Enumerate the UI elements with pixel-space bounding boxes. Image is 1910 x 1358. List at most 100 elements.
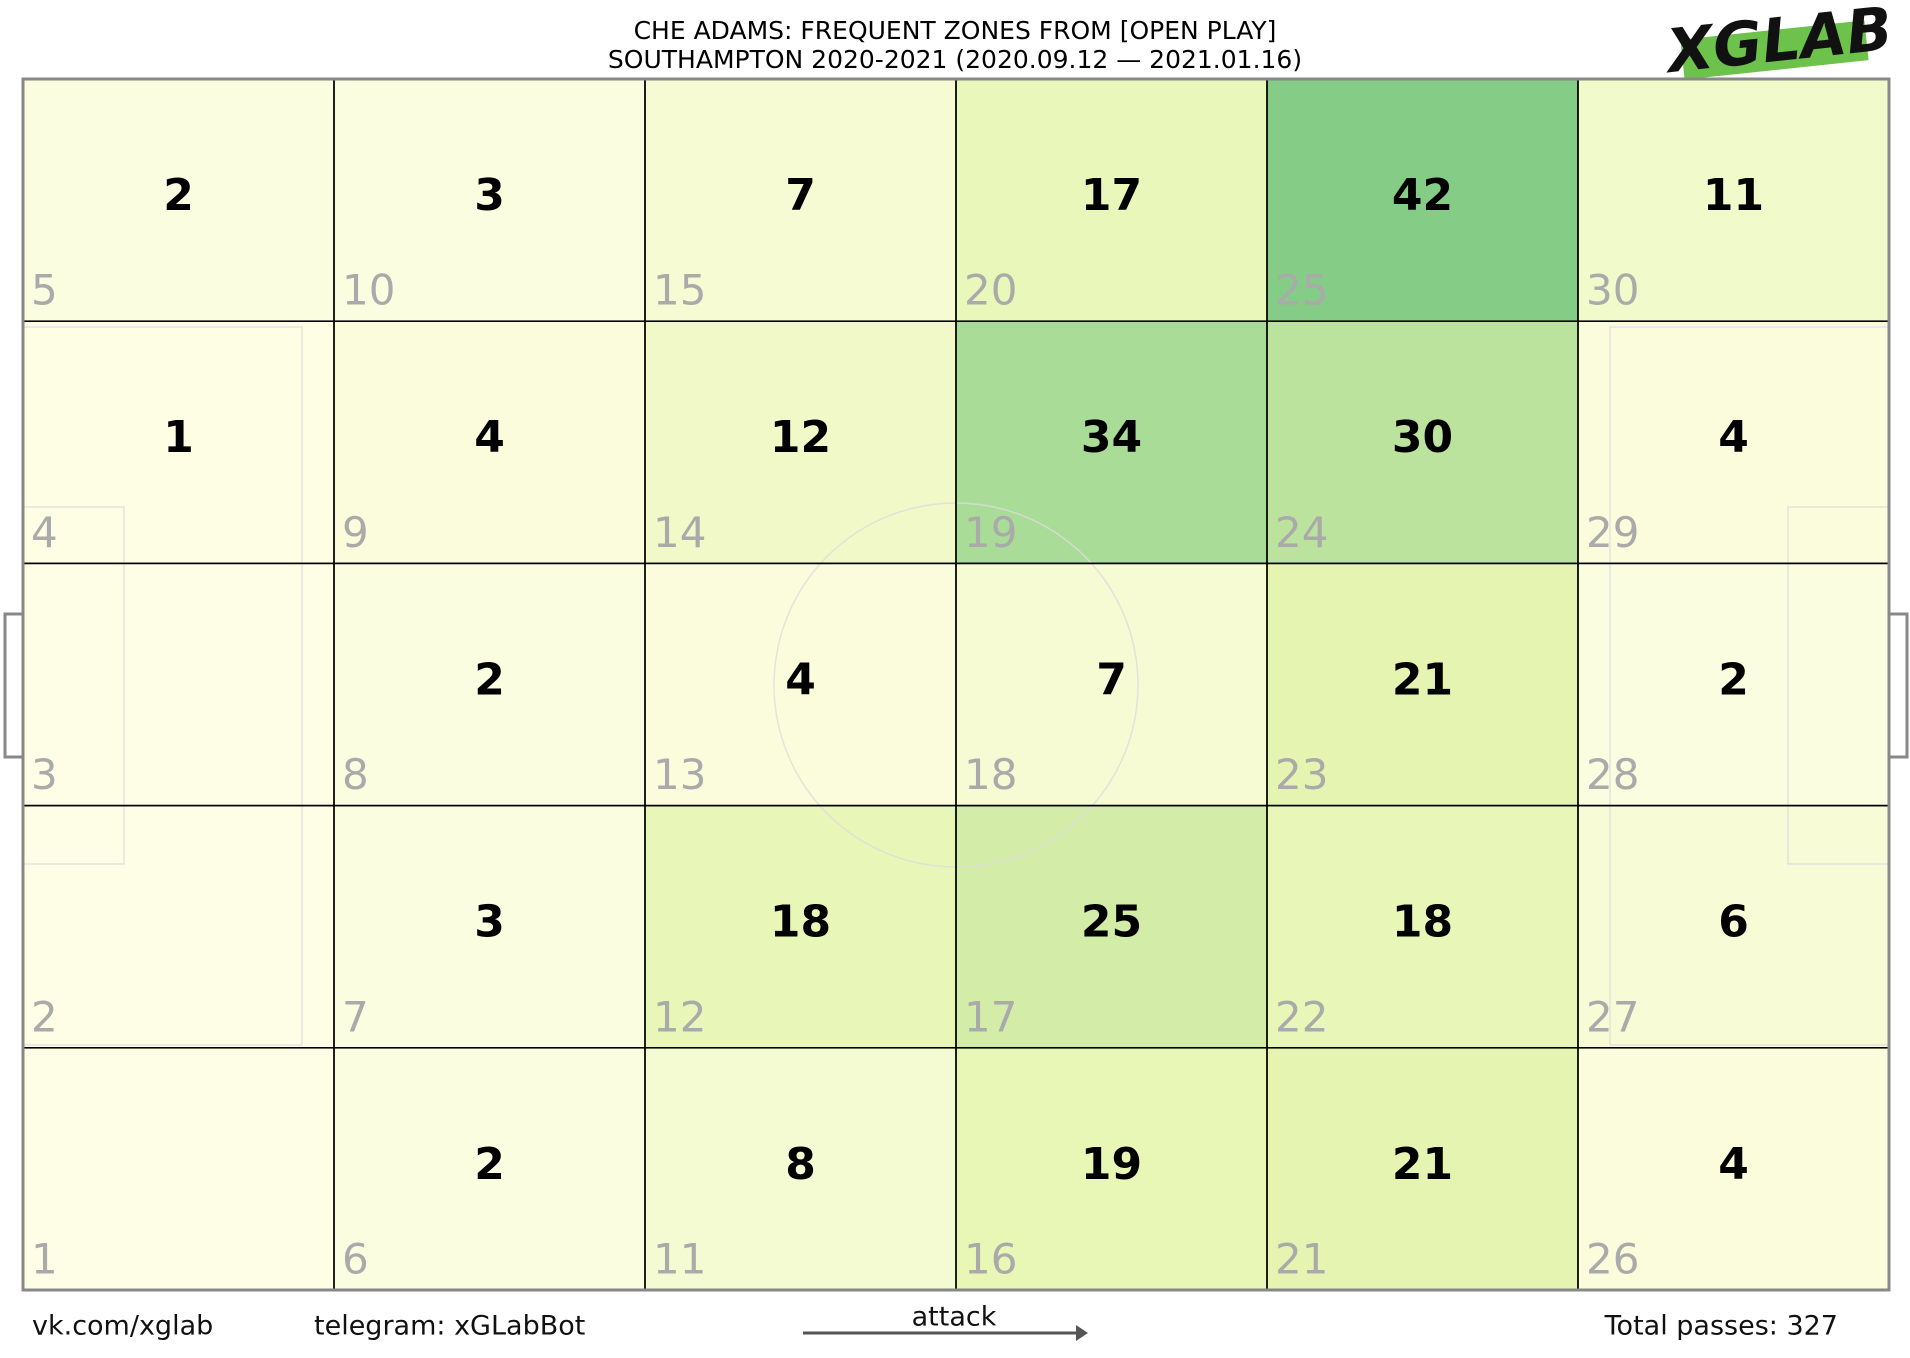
zone-id: 26 [1586, 1235, 1639, 1284]
zone-id: 5 [31, 266, 58, 315]
zone-count: 8 [785, 1139, 816, 1190]
zone-id: 19 [964, 508, 1017, 557]
zone-cell [645, 79, 956, 322]
attack-arrow-head [1076, 1325, 1088, 1341]
zone-cell [1578, 79, 1889, 322]
zone-id: 13 [653, 750, 706, 799]
zone-id: 30 [1586, 266, 1639, 315]
zone-count: 6 [1718, 897, 1749, 948]
zone-id: 25 [1275, 266, 1328, 315]
zone-cell [1267, 321, 1578, 564]
zone-cell [1267, 563, 1578, 806]
zone-cell [334, 79, 645, 322]
zone-cell [1267, 805, 1578, 1048]
goal-left [3, 612, 25, 759]
zone-id: 17 [964, 992, 1017, 1041]
zone-count: 4 [474, 412, 505, 463]
zone-count: 3 [474, 170, 505, 221]
zone-cell [334, 321, 645, 564]
zone-count: 18 [1392, 897, 1453, 948]
zone-cell [334, 563, 645, 806]
zone-cell [645, 563, 956, 806]
chart-subtitle: SOUTHAMPTON 2020-2021 (2020.09.12 — 2021… [608, 45, 1302, 74]
zone-id: 12 [653, 992, 706, 1041]
footer-right: Total passes: 327 [1604, 1311, 1838, 1342]
zone-cell [23, 563, 334, 806]
goal-right [1887, 612, 1909, 759]
zone-id: 29 [1586, 508, 1639, 557]
logo: XGLAB [1660, 0, 1896, 88]
zone-id: 23 [1275, 750, 1328, 799]
zone-count: 7 [785, 170, 816, 221]
zone-count: 2 [474, 654, 505, 705]
zone-id: 14 [653, 508, 706, 557]
zone-cell [645, 321, 956, 564]
zone-count: 12 [770, 412, 831, 463]
zone-cell [1578, 805, 1889, 1048]
zone-id: 9 [342, 508, 369, 557]
zone-id: 8 [342, 750, 369, 799]
zone-cell [1267, 1047, 1578, 1290]
zone-count: 2 [163, 170, 194, 221]
zone-cell [23, 79, 334, 322]
zone-cell [1578, 321, 1889, 564]
zone-count: 25 [1081, 897, 1142, 948]
zone-count: 7 [1096, 654, 1127, 705]
zone-cell [334, 1047, 645, 1290]
zone-id: 6 [342, 1235, 369, 1284]
zone-count: 4 [785, 654, 816, 705]
zone-cell [23, 1047, 334, 1290]
zone-count: 2 [474, 1139, 505, 1190]
zone-count: 21 [1392, 654, 1453, 705]
zone-id: 2 [31, 992, 58, 1041]
zone-count: 21 [1392, 1139, 1453, 1190]
zone-id: 21 [1275, 1235, 1328, 1284]
zone-cell [645, 1047, 956, 1290]
zone-count: 42 [1392, 170, 1453, 221]
zone-cell [1578, 1047, 1889, 1290]
zone-cell [1267, 79, 1578, 322]
zone-cell [645, 805, 956, 1048]
zone-id: 28 [1586, 750, 1639, 799]
logo-bg [1680, 20, 1869, 80]
zone-count: 18 [770, 897, 831, 948]
zone-id: 4 [31, 508, 58, 557]
zone-count: 30 [1392, 412, 1453, 463]
zone-cell [1578, 563, 1889, 806]
zone-id: 20 [964, 266, 1017, 315]
zone-id: 22 [1275, 992, 1328, 1041]
zone-id: 11 [653, 1235, 706, 1284]
zone-id: 1 [31, 1235, 58, 1284]
zone-count: 2 [1718, 654, 1749, 705]
zone-count: 1 [163, 412, 194, 463]
zone-id: 7 [342, 992, 369, 1041]
arrow-label: attack [912, 1302, 997, 1333]
footer-left: vk.com/xglab [32, 1311, 213, 1342]
zone-id: 10 [342, 266, 395, 315]
zone-id: 16 [964, 1235, 1017, 1284]
zone-count: 19 [1081, 1139, 1142, 1190]
zone-cell [956, 563, 1267, 806]
zone-cell [956, 805, 1267, 1048]
zone-id: 3 [31, 750, 58, 799]
zone-count: 3 [474, 897, 505, 948]
zone-count: 4 [1718, 1139, 1749, 1190]
footer-middle: telegram: xGLabBot [314, 1311, 585, 1342]
chart-title: CHE ADAMS: FREQUENT ZONES FROM [OPEN PLA… [634, 16, 1277, 45]
zone-cell [334, 805, 645, 1048]
logo-text: XGLAB [1660, 0, 1896, 88]
zone-count: 11 [1703, 170, 1764, 221]
zone-count: 34 [1081, 412, 1142, 463]
zone-id: 18 [964, 750, 1017, 799]
zone-cell [23, 805, 334, 1048]
zone-cell [956, 1047, 1267, 1290]
zone-cell [956, 321, 1267, 564]
zone-id: 24 [1275, 508, 1328, 557]
zone-count: 4 [1718, 412, 1749, 463]
zone-id: 27 [1586, 992, 1639, 1041]
zone-cell [956, 79, 1267, 322]
zone-count: 17 [1081, 170, 1142, 221]
zone-id: 15 [653, 266, 706, 315]
